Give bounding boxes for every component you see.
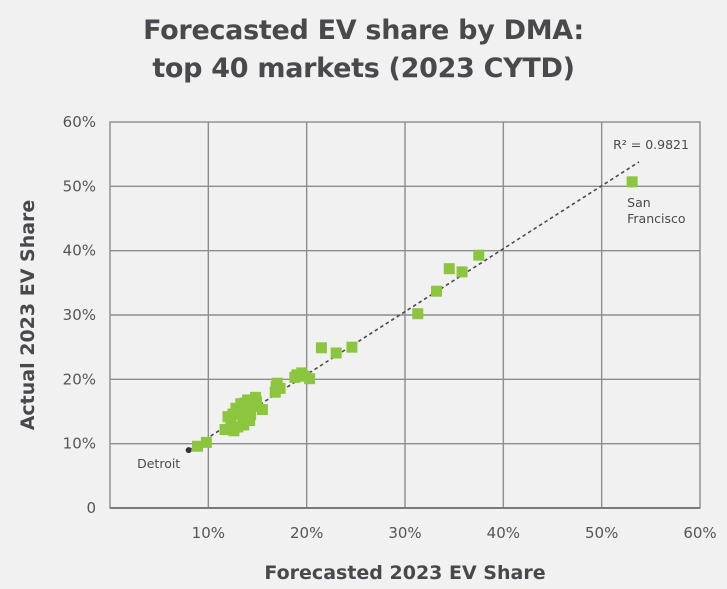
trendline — [188, 161, 640, 451]
y-tick-label: 40% — [63, 242, 96, 260]
chart-title: Forecasted EV share by DMA: top 40 marke… — [0, 12, 727, 88]
data-point — [443, 263, 455, 275]
y-tick-label: 30% — [63, 306, 96, 324]
data-point — [346, 341, 358, 353]
data-point — [245, 409, 257, 421]
y-axis-ticks: 0 10% 20% 30% 40% 50% 60% — [63, 113, 96, 517]
data-point — [192, 440, 204, 452]
data-point — [274, 382, 286, 394]
data-point — [412, 308, 424, 320]
chart-title-line2: top 40 markets (2023 CYTD) — [152, 53, 575, 84]
y-tick-label: 20% — [63, 370, 96, 388]
data-point — [315, 342, 327, 354]
x-axis-ticks: 10% 20% 30% 40% 50% 60% — [192, 524, 717, 542]
x-tick-label: 40% — [487, 524, 520, 542]
data-point — [251, 396, 263, 408]
data-point — [330, 347, 342, 359]
data-point — [456, 266, 468, 278]
y-axis-label: Actual 2023 EV Share — [17, 200, 39, 431]
data-point — [219, 424, 231, 436]
y-tick-label: 10% — [63, 435, 96, 453]
data-point — [626, 176, 638, 188]
trendline-group: R² = 0.9821 — [185, 137, 689, 454]
data-point — [304, 373, 316, 385]
data-point — [237, 412, 249, 424]
data-point — [473, 249, 485, 261]
data-point — [244, 415, 256, 427]
y-tick-label: 60% — [63, 113, 96, 131]
x-tick-label: 60% — [683, 524, 716, 542]
annotation-detroit: Detroit — [137, 456, 180, 471]
annotation-san-francisco: San — [627, 195, 651, 210]
annotation-san-francisco: Francisco — [627, 211, 685, 226]
data-point — [256, 404, 268, 416]
x-axis-label: Forecasted 2023 EV Share — [264, 562, 545, 584]
y-tick-label: 50% — [63, 177, 96, 195]
data-point — [225, 418, 237, 430]
data-point — [242, 394, 254, 406]
y-tick-label: 0 — [86, 499, 96, 517]
x-tick-label: 10% — [192, 524, 225, 542]
x-tick-label: 20% — [290, 524, 323, 542]
data-point — [200, 436, 212, 448]
data-point — [232, 421, 244, 433]
data-point — [227, 408, 239, 420]
r-squared-label: R² = 0.9821 — [613, 137, 689, 152]
x-tick-label: 50% — [585, 524, 618, 542]
data-point — [233, 406, 245, 417]
x-tick-label: 30% — [388, 524, 421, 542]
data-point — [430, 285, 442, 297]
data-point — [238, 419, 250, 431]
trendline-start-dot — [185, 447, 192, 454]
data-points — [192, 176, 638, 452]
chart-title-line1: Forecasted EV share by DMA: — [143, 15, 584, 46]
